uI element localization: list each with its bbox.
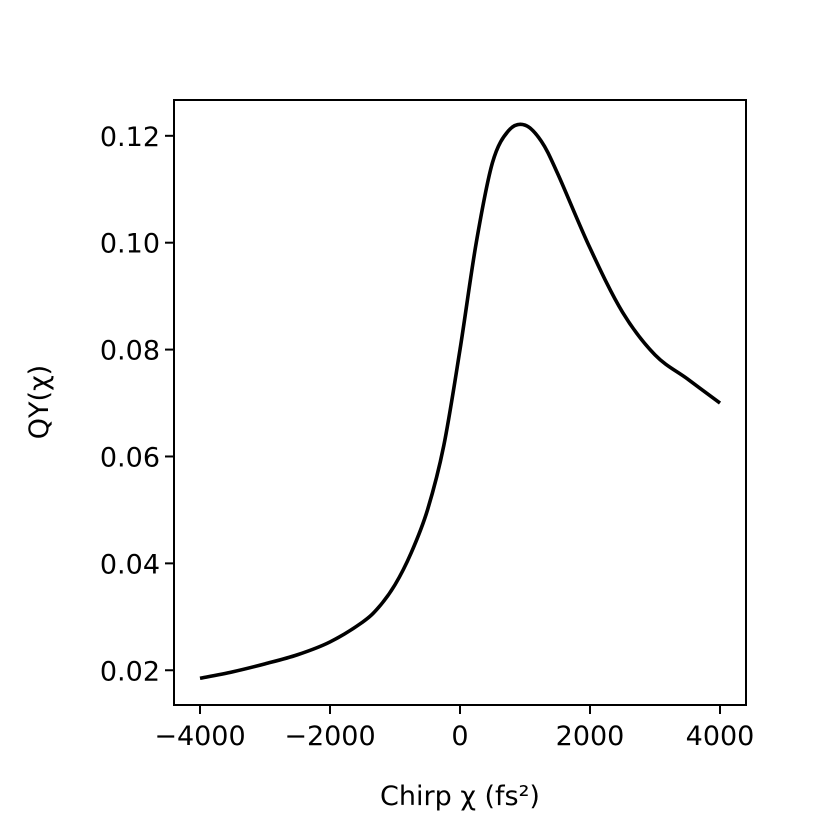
y-tick-label: 0.12	[100, 122, 160, 153]
series-line	[199, 122, 722, 681]
y-tick-label: 0.10	[100, 229, 160, 260]
y-axis-ticks: 0.02 0.04 0.06 0.08 0.10 0.12	[100, 122, 174, 687]
x-tick-label: 2000	[556, 721, 625, 752]
x-tick-label: −2000	[284, 721, 375, 752]
y-tick-label: 0.06	[100, 442, 160, 473]
y-axis-label: QY(χ)	[24, 365, 55, 439]
plot-frame	[173, 99, 747, 706]
y-tick-label: 0.04	[100, 549, 160, 580]
x-axis-label: Chirp χ (fs²)	[380, 781, 540, 812]
x-tick-label: −4000	[154, 721, 245, 752]
y-tick-label: 0.08	[100, 336, 160, 367]
x-axis-ticks: −4000 −2000 0 2000 4000	[154, 705, 754, 752]
series-group	[199, 122, 722, 681]
x-tick-label: 4000	[686, 721, 755, 752]
y-tick-label: 0.02	[100, 656, 160, 687]
x-tick-label: 0	[451, 721, 468, 752]
